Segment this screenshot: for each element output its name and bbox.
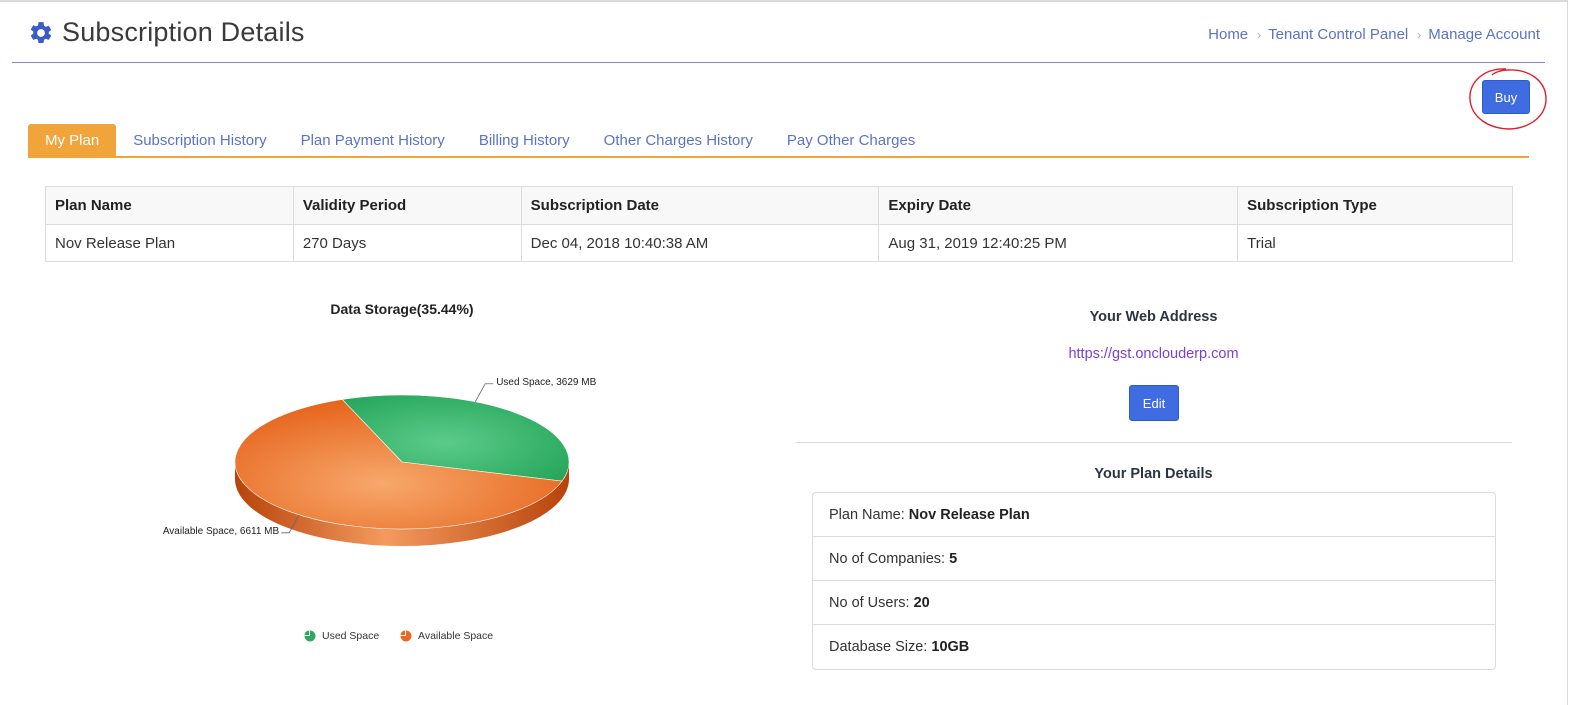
pie-slice-used-space[interactable] [341, 394, 570, 482]
cell-validity-period: 270 Days [292, 224, 522, 262]
tab-pay-other-charges[interactable]: Pay Other Charges [786, 132, 916, 149]
legend-item-used-space[interactable]: Used Space [304, 630, 379, 642]
breadcrumb-separator: › [1417, 27, 1422, 42]
tab-subscription-history[interactable]: Subscription History [133, 132, 267, 149]
column-header-subscription-date: Subscription Date [520, 186, 880, 225]
gear-icon [30, 21, 52, 43]
section-divider [795, 442, 1512, 443]
detail-label: No of Companies: [829, 551, 950, 567]
tab-billing-history[interactable]: Billing History [478, 132, 570, 149]
list-item-plan-name: Plan Name: Nov Release Plan [813, 493, 1495, 537]
detail-value: 20 [913, 595, 930, 611]
data-label-used-space: Used Space, 3629 MB [496, 376, 597, 388]
breadcrumb-tenant-control-panel[interactable]: Tenant Control Panel [1268, 26, 1409, 43]
detail-value: Nov Release Plan [908, 507, 1030, 523]
web-address-link[interactable]: https://gst.onclouderp.com [1068, 346, 1239, 362]
plan-table: Plan Name Validity Period Subscription D… [45, 186, 1513, 262]
web-address-title: Your Web Address [1089, 309, 1218, 325]
legend-item-available-space[interactable]: Available Space [400, 630, 493, 642]
frame-top-border [0, 0, 1568, 2]
legend-label-used-space: Used Space [322, 630, 380, 642]
column-header-plan-name: Plan Name [45, 186, 294, 225]
column-header-expiry-date: Expiry Date [878, 186, 1239, 225]
chart-title: Data Storage(35.44%) [330, 301, 474, 317]
column-header-subscription-type: Subscription Type [1237, 186, 1513, 225]
cell-expiry-date: Aug 31, 2019 12:40:25 PM [878, 224, 1239, 262]
detail-value: 5 [949, 551, 958, 567]
detail-label: No of Users: [829, 595, 914, 611]
account-info-panel: Your Web Address https://gst.onclouderp.… [795, 290, 1512, 680]
tab-bar: My Plan Subscription History Plan Paymen… [28, 124, 1529, 158]
edit-web-address-button[interactable]: Edit [1129, 385, 1179, 421]
breadcrumb: Home › Tenant Control Panel › Manage Acc… [1208, 26, 1540, 43]
page-header: Subscription Details Home › Tenant Contr… [12, 0, 1545, 63]
pie-chart-svg [234, 383, 570, 546]
detail-label: Database Size: [829, 639, 932, 655]
list-item-users: No of Users: 20 [813, 581, 1495, 625]
data-storage-chart: Data Storage(35.44%) Used Space, 3629 MB… [150, 290, 670, 660]
pie-legend-icon [304, 630, 316, 642]
pie-legend-icon [400, 630, 412, 642]
pie-slice-available-space[interactable] [234, 399, 563, 530]
column-header-validity-period: Validity Period [292, 186, 522, 225]
data-label-leader-line [474, 383, 494, 402]
plan-details-title: Your Plan Details [1094, 466, 1213, 482]
cell-subscription-date: Dec 04, 2018 10:40:38 AM [520, 224, 880, 262]
tab-my-plan[interactable]: My Plan [28, 124, 117, 156]
breadcrumb-home[interactable]: Home [1208, 26, 1249, 43]
buy-button-area: Buy [1466, 66, 1548, 132]
breadcrumb-separator: › [1257, 27, 1262, 42]
detail-value: 10GB [931, 639, 970, 655]
detail-label: Plan Name: [829, 507, 909, 523]
frame-right-border [1567, 0, 1568, 705]
data-label-available-space: Available Space, 6611 MB [162, 525, 280, 537]
plan-details-list: Plan Name: Nov Release Plan No of Compan… [812, 492, 1496, 670]
cell-plan-name: Nov Release Plan [45, 224, 294, 262]
breadcrumb-manage-account[interactable]: Manage Account [1428, 26, 1540, 43]
list-item-companies: No of Companies: 5 [813, 537, 1495, 581]
legend-label-available-space: Available Space [418, 630, 494, 642]
cell-subscription-type: Trial [1237, 224, 1513, 262]
tab-other-charges-history[interactable]: Other Charges History [603, 132, 753, 149]
table-row: Nov Release Plan 270 Days Dec 04, 2018 1… [45, 224, 1513, 262]
tab-plan-payment-history[interactable]: Plan Payment History [300, 132, 445, 149]
data-label-leader-line [281, 514, 300, 534]
pie-side-wall [235, 462, 569, 546]
highlight-circle [1469, 68, 1547, 130]
page-title-text: Subscription Details [62, 17, 305, 47]
table-header-row: Plan Name Validity Period Subscription D… [45, 186, 1513, 225]
list-item-database-size: Database Size: 10GB [813, 625, 1495, 669]
buy-button[interactable]: Buy [1482, 80, 1530, 114]
page-title: Subscription Details [28, 17, 305, 48]
